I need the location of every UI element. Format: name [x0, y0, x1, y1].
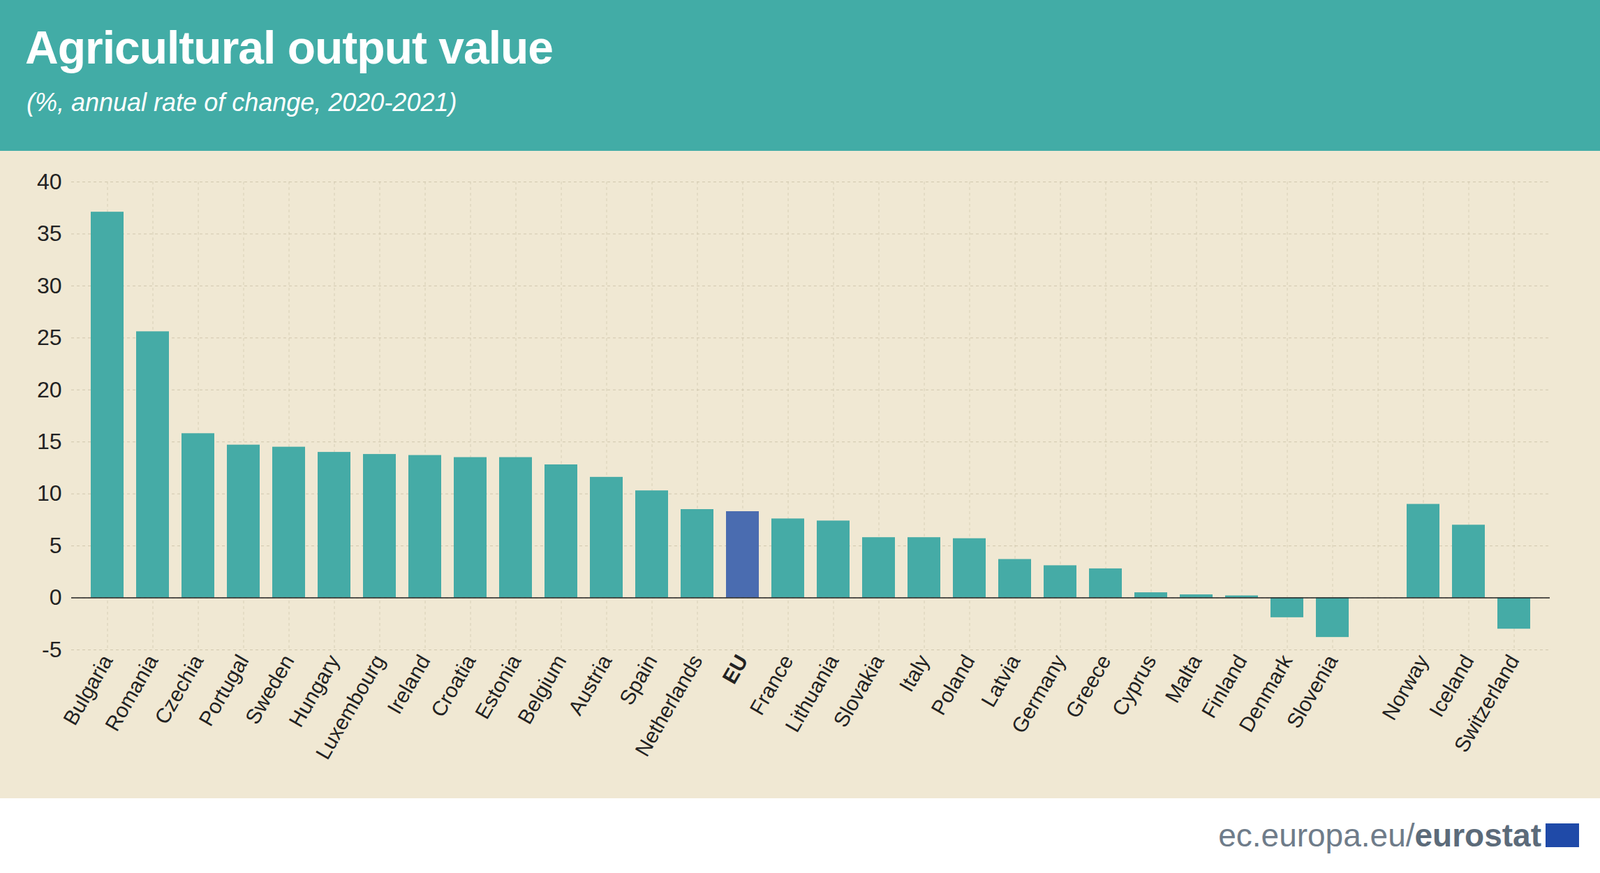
svg-text:Slovenia: Slovenia [1281, 650, 1342, 732]
html-text:(%, annual rate of change, 202: (%, annual rate of change, 2020-2021) [26, 87, 457, 117]
svg-text:40: 40 [36, 168, 63, 195]
html-text:ec.europa.eu/ eurostat: ec.europa.eu/ eurostat [1218, 816, 1542, 854]
svg-text:Germany: Germany [1006, 650, 1070, 737]
svg-text:Luxembourg: Luxembourg [311, 650, 390, 764]
svg-text:Iceland: Iceland [1424, 650, 1479, 721]
svg-text:Greece: Greece [1061, 650, 1116, 722]
svg-text:20: 20 [36, 376, 63, 403]
html-text:Agricultural output value: Agricultural output value [25, 21, 553, 74]
svg-text:Sweden: Sweden [240, 650, 299, 728]
svg-text:25: 25 [36, 324, 63, 350]
svg-text:Estonia: Estonia [470, 650, 526, 723]
svg-text:EU: EU [717, 650, 752, 688]
svg-text:Latvia: Latvia [976, 650, 1025, 711]
svg-text:Poland: Poland [926, 650, 979, 719]
svg-text:Czechia: Czechia [149, 650, 208, 728]
svg-text:Lithuania: Lithuania [780, 650, 844, 736]
svg-text:Norway: Norway [1377, 650, 1433, 724]
svg-text:Spain: Spain [615, 650, 662, 709]
svg-text:Austria: Austria [563, 650, 616, 720]
svg-text:Finland: Finland [1196, 650, 1252, 722]
svg-text:Denmark: Denmark [1234, 650, 1297, 736]
svg-text:Netherlands: Netherlands [630, 650, 707, 761]
svg-text:35: 35 [36, 220, 63, 246]
svg-text:-5: -5 [41, 636, 62, 662]
svg-text:Croatia: Croatia [426, 650, 480, 721]
svg-text:Bulgaria: Bulgaria [58, 650, 117, 729]
svg-text:France: France [744, 650, 798, 719]
svg-text:Hungary: Hungary [284, 650, 344, 731]
svg-text:Switzerland: Switzerland [1449, 650, 1524, 757]
svg-text:Slovakia: Slovakia [828, 650, 888, 731]
svg-text:15: 15 [36, 428, 63, 454]
svg-text:Romania: Romania [100, 650, 163, 736]
svg-text:Italy: Italy [894, 650, 934, 696]
svg-text:30: 30 [36, 272, 63, 299]
svg-text:5: 5 [49, 532, 63, 558]
svg-text:Cyprus: Cyprus [1107, 650, 1161, 720]
svg-text:Belgium: Belgium [513, 650, 572, 728]
svg-text:Malta: Malta [1160, 650, 1206, 707]
svg-text:10: 10 [36, 480, 63, 506]
svg-text:0: 0 [49, 584, 63, 610]
svg-text:Ireland: Ireland [382, 650, 435, 718]
svg-text:Portugal: Portugal [194, 650, 254, 730]
